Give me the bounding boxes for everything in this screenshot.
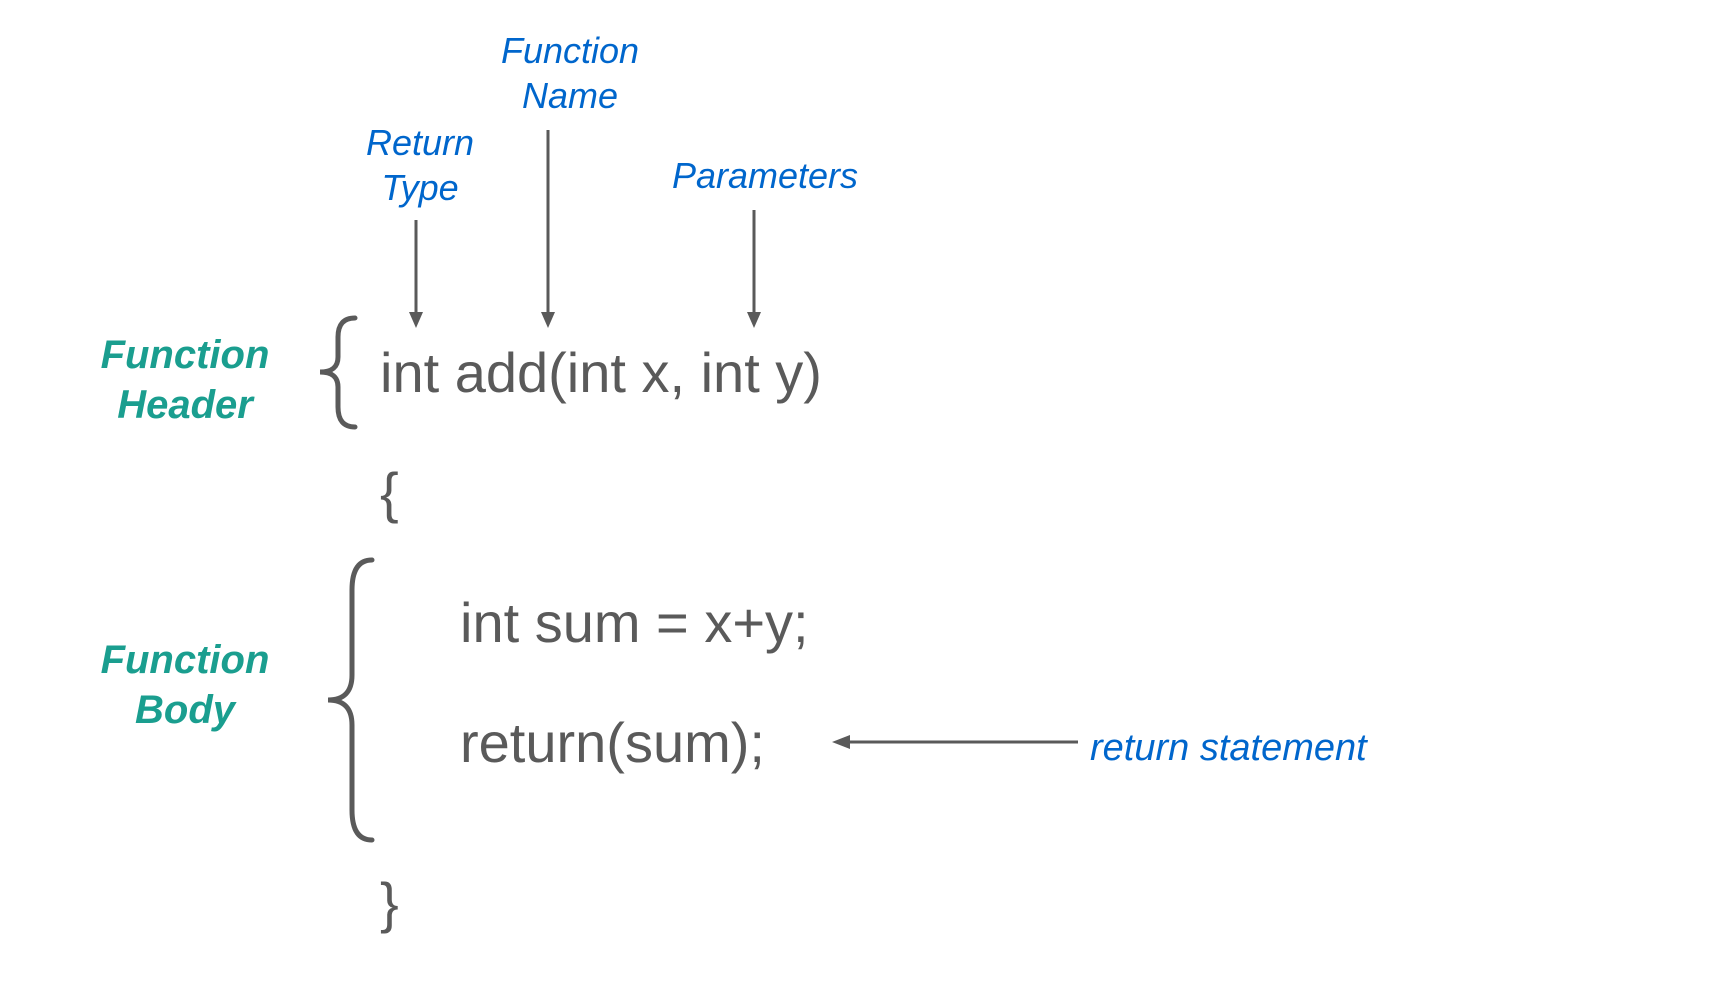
- arrow-return-statement: [830, 732, 1080, 752]
- label-function-name: Function Name: [470, 28, 670, 118]
- label-function-header: Function Header: [75, 330, 295, 430]
- label-function-body-line1: Function: [101, 638, 270, 682]
- label-parameters-text: Parameters: [672, 155, 858, 196]
- code-open-brace: {: [380, 460, 399, 525]
- arrow-return-type: [406, 220, 426, 330]
- label-function-header-line1: Function: [101, 333, 270, 377]
- label-return-type-line1: Return: [366, 122, 474, 163]
- label-return-type: Return Type: [335, 120, 505, 210]
- code-close-brace: }: [380, 870, 399, 935]
- label-return-statement: return statement: [1090, 725, 1450, 773]
- code-body-line1: int sum = x+y;: [460, 590, 809, 655]
- label-parameters: Parameters: [640, 153, 890, 198]
- arrow-function-name: [538, 130, 558, 330]
- code-body-line2: return(sum);: [460, 710, 765, 775]
- label-function-body: Function Body: [75, 635, 295, 735]
- label-function-body-line2: Body: [135, 688, 235, 732]
- code-header-line: int add(int x, int y): [380, 340, 822, 405]
- label-return-type-line2: Type: [381, 167, 458, 208]
- arrow-parameters: [744, 210, 764, 330]
- label-function-header-line2: Header: [117, 383, 253, 427]
- brace-function-body: [310, 555, 380, 845]
- label-function-name-line1: Function: [501, 30, 639, 71]
- label-return-statement-text: return statement: [1090, 727, 1367, 769]
- brace-function-header: [300, 315, 360, 430]
- label-function-name-line2: Name: [522, 75, 618, 116]
